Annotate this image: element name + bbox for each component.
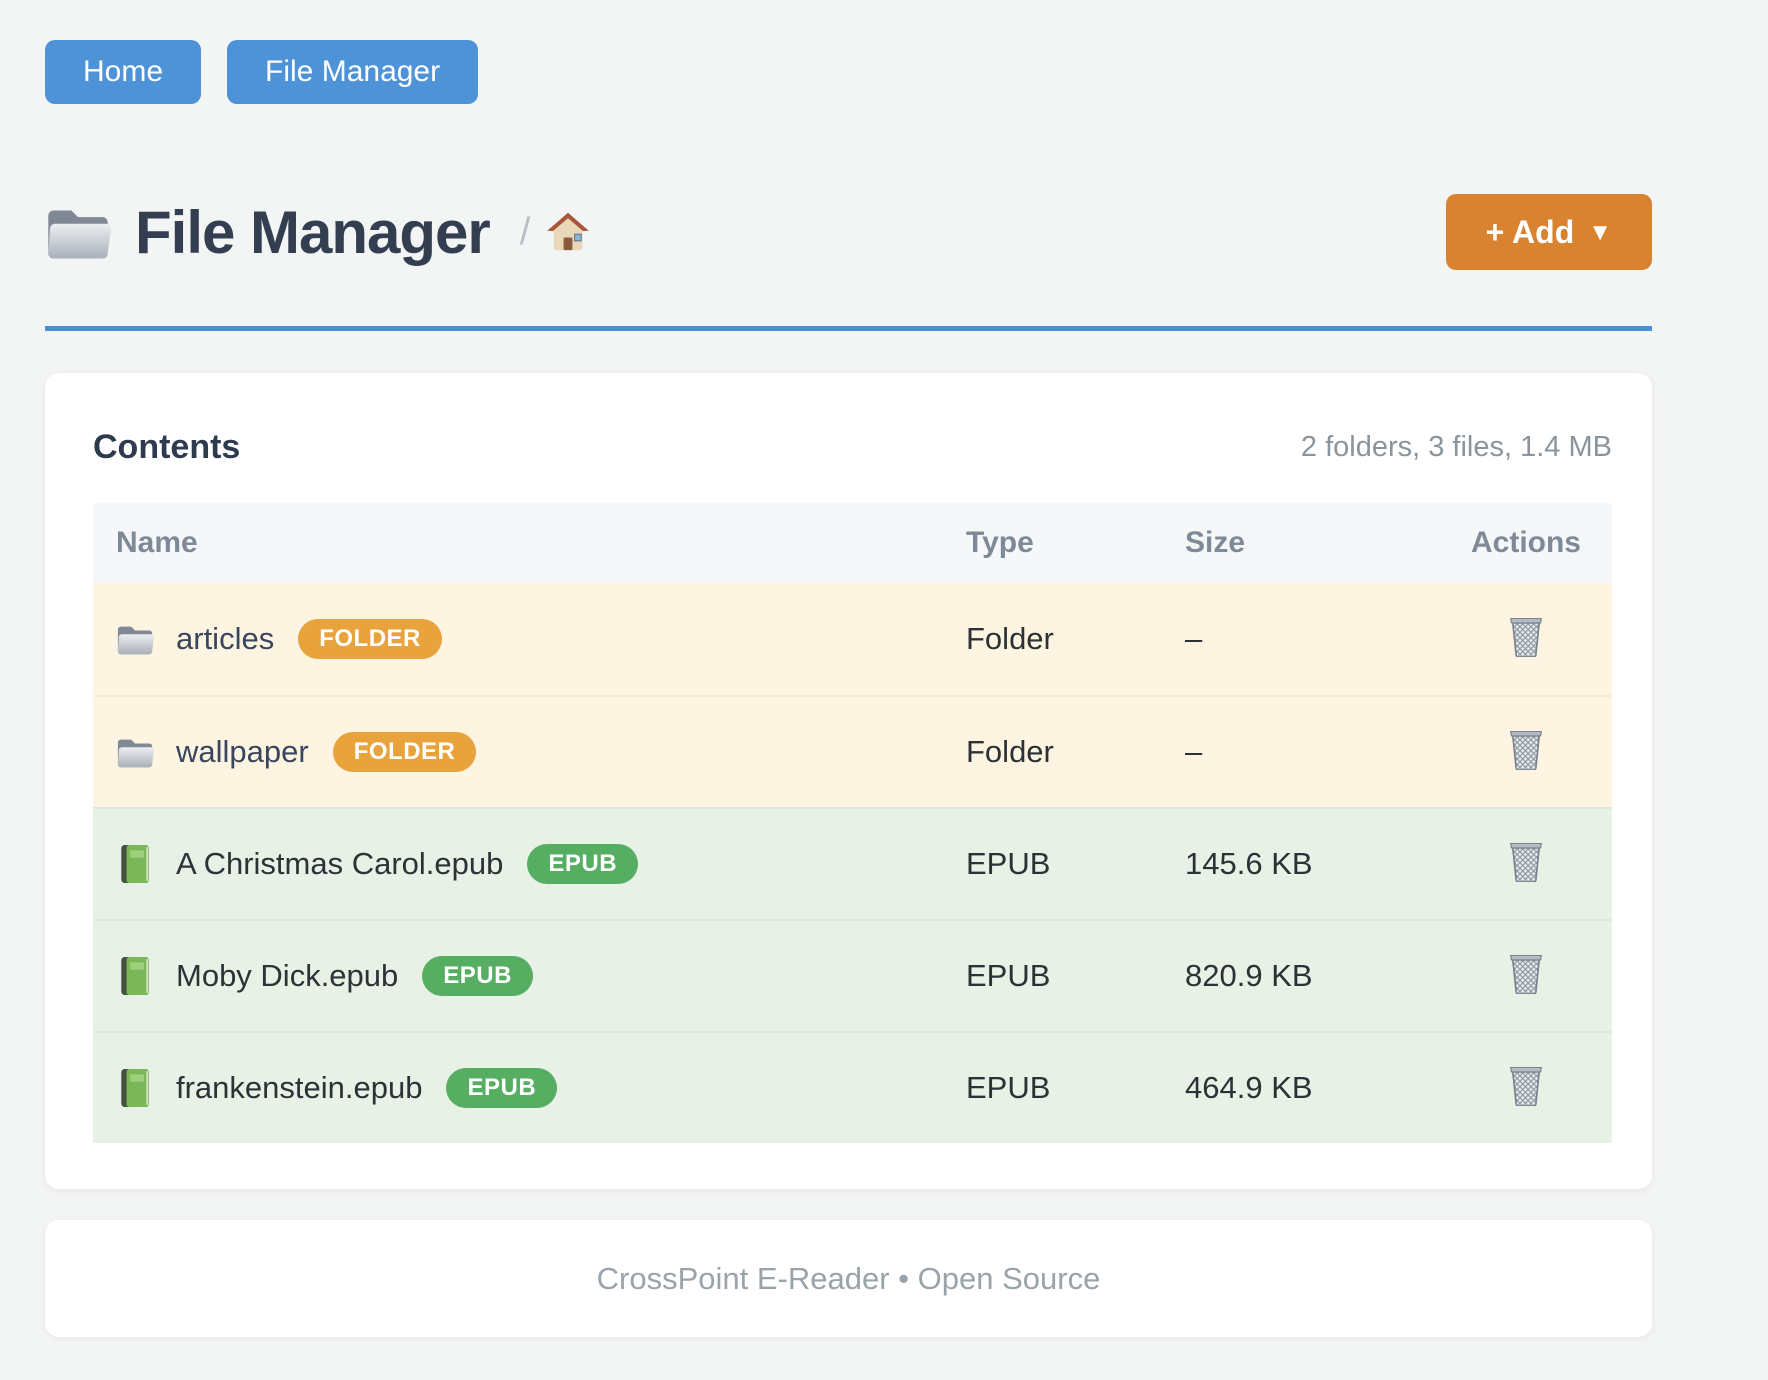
- column-header-name: Name: [116, 526, 198, 559]
- nav-file-manager-button[interactable]: File Manager: [227, 40, 479, 104]
- size-value: 145.6 KB: [1185, 846, 1313, 881]
- top-nav: Home File Manager: [45, 0, 1652, 104]
- contents-card: Contents 2 folders, 3 files, 1.4 MB Name…: [45, 373, 1652, 1189]
- chevron-down-icon: ▼: [1588, 219, 1612, 246]
- file-name: Moby Dick.epub: [176, 958, 399, 993]
- folder-icon: [45, 203, 111, 261]
- folder-icon: [116, 732, 154, 772]
- breadcrumb-separator: /: [519, 210, 531, 253]
- column-header-type: Type: [966, 526, 1034, 559]
- footer-card: CrossPoint E-Reader • Open Source: [45, 1220, 1652, 1337]
- size-value: –: [1185, 734, 1203, 769]
- trash-icon: [1506, 1062, 1546, 1107]
- size-value: 820.9 KB: [1185, 958, 1313, 993]
- size-value: –: [1185, 621, 1203, 656]
- file-table: Name Type Size Actions articles FOLDER F…: [93, 503, 1612, 1143]
- column-header-actions: Actions: [1470, 526, 1581, 559]
- file-name: frankenstein.epub: [176, 1070, 423, 1105]
- page-header: File Manager / + Add ▼: [45, 186, 1652, 278]
- type-value: Folder: [966, 621, 1054, 656]
- type-badge: FOLDER: [298, 619, 442, 659]
- type-value: EPUB: [966, 958, 1051, 993]
- trash-icon: [1506, 726, 1546, 771]
- nav-home-button[interactable]: Home: [45, 40, 202, 104]
- contents-summary: 2 folders, 3 files, 1.4 MB: [1300, 430, 1612, 463]
- table-row[interactable]: wallpaper FOLDER Folder –: [93, 695, 1612, 807]
- add-button-label: + Add: [1485, 213, 1575, 250]
- type-badge: FOLDER: [332, 732, 477, 772]
- trash-icon: [1506, 838, 1546, 883]
- file-name: A Christmas Carol.epub: [176, 846, 504, 881]
- delete-button[interactable]: [1506, 1062, 1546, 1107]
- size-value: 464.9 KB: [1185, 1070, 1313, 1105]
- table-row[interactable]: Moby Dick.epub EPUB EPUB 820.9 KB: [93, 919, 1612, 1031]
- delete-button[interactable]: [1506, 950, 1546, 995]
- type-value: EPUB: [966, 1070, 1051, 1105]
- folder-icon: [116, 619, 154, 659]
- house-icon[interactable]: [546, 211, 590, 253]
- table-body: articles FOLDER Folder – wallpaper FOLDE…: [93, 583, 1612, 1143]
- book-icon: [116, 1068, 154, 1108]
- trash-icon: [1506, 613, 1546, 658]
- table-row[interactable]: frankenstein.epub EPUB EPUB 464.9 KB: [93, 1031, 1612, 1143]
- file-name: articles: [176, 621, 275, 656]
- type-badge: EPUB: [527, 844, 639, 884]
- table-header-row: Name Type Size Actions: [93, 503, 1612, 583]
- type-badge: EPUB: [446, 1068, 558, 1108]
- trash-icon: [1506, 950, 1546, 995]
- delete-button[interactable]: [1506, 613, 1546, 658]
- footer-text: CrossPoint E-Reader • Open Source: [596, 1260, 1101, 1296]
- header-divider: [45, 326, 1652, 331]
- add-button[interactable]: + Add ▼: [1445, 194, 1652, 270]
- type-badge: EPUB: [422, 956, 533, 996]
- column-header-size: Size: [1185, 526, 1246, 559]
- file-name: wallpaper: [176, 734, 309, 769]
- book-icon: [116, 844, 154, 884]
- page-container: Home File Manager File Manager / + Add ▼…: [45, 0, 1652, 1337]
- book-icon: [116, 956, 154, 996]
- delete-button[interactable]: [1506, 838, 1546, 883]
- table-row[interactable]: articles FOLDER Folder –: [93, 583, 1612, 695]
- type-value: Folder: [966, 734, 1054, 769]
- delete-button[interactable]: [1506, 726, 1546, 771]
- contents-heading: Contents: [93, 427, 241, 466]
- page-title: File Manager: [135, 198, 491, 266]
- type-value: EPUB: [966, 846, 1051, 881]
- table-row[interactable]: A Christmas Carol.epub EPUB EPUB 145.6 K…: [93, 807, 1612, 919]
